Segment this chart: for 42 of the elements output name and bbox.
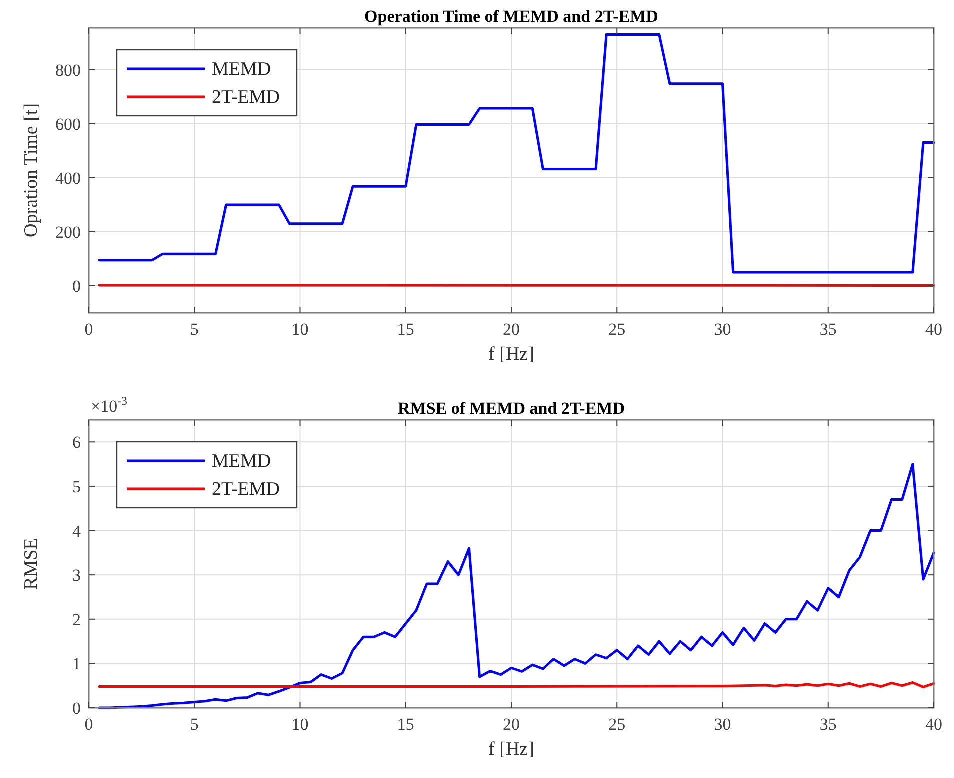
y-tick-label: 800 [56,60,81,80]
y-tick-label: 3 [72,566,81,586]
x-tick-label: 0 [84,320,94,339]
x-axis-title: f [Hz] [488,739,534,760]
y-tick-label: 0 [72,699,81,718]
y-axis-title: Opration Time [t] [21,103,42,238]
chart-title: Operation Time of MEMD and 2T-EMD [364,7,658,26]
x-tick-label: 20 [503,715,520,734]
legend-label: MEMD [212,59,272,80]
y-axis-title: RMSE [21,538,42,590]
chart-title: RMSE of MEMD and 2T-EMD [398,399,625,418]
text: ×10$^{-3}$ [91,394,128,416]
y-tick-label: 200 [56,222,81,242]
x-tick-label: 0 [84,715,94,734]
y-tick-label: 6 [72,433,81,452]
y-tick-label: 5 [72,477,81,496]
x-tick-label: 25 [608,320,626,339]
x-tick-label: 40 [926,320,942,339]
legend-label: 2T-EMD [212,479,280,500]
y-tick-label: 4 [72,522,82,541]
x-tick-label: 35 [820,715,837,734]
x-tick-label: 10 [292,320,309,339]
x-tick-label: 25 [608,715,626,734]
x-tick-label: 5 [190,320,199,339]
legend-label: MEMD [212,451,272,472]
x-tick-label: 15 [397,320,414,339]
x-tick-label: 35 [820,320,837,339]
x-tick-label: 5 [190,715,199,734]
x-axis-title: f [Hz] [488,344,534,365]
y-tick-label: 2 [72,610,81,630]
x-tick-label: 20 [503,320,520,339]
y-tick-label: 600 [56,114,81,134]
y-tick-label: 0 [72,276,81,296]
y-tick-label: 1 [72,654,81,674]
x-tick-label: 15 [397,715,414,734]
legend-label: 2T-EMD [212,87,280,108]
x-tick-label: 10 [292,715,309,734]
x-tick-label: 40 [926,715,942,734]
x-tick-label: 30 [714,320,732,339]
x-tick-label: 30 [714,715,732,734]
y-tick-label: 400 [56,168,81,188]
line-series [98,34,936,274]
